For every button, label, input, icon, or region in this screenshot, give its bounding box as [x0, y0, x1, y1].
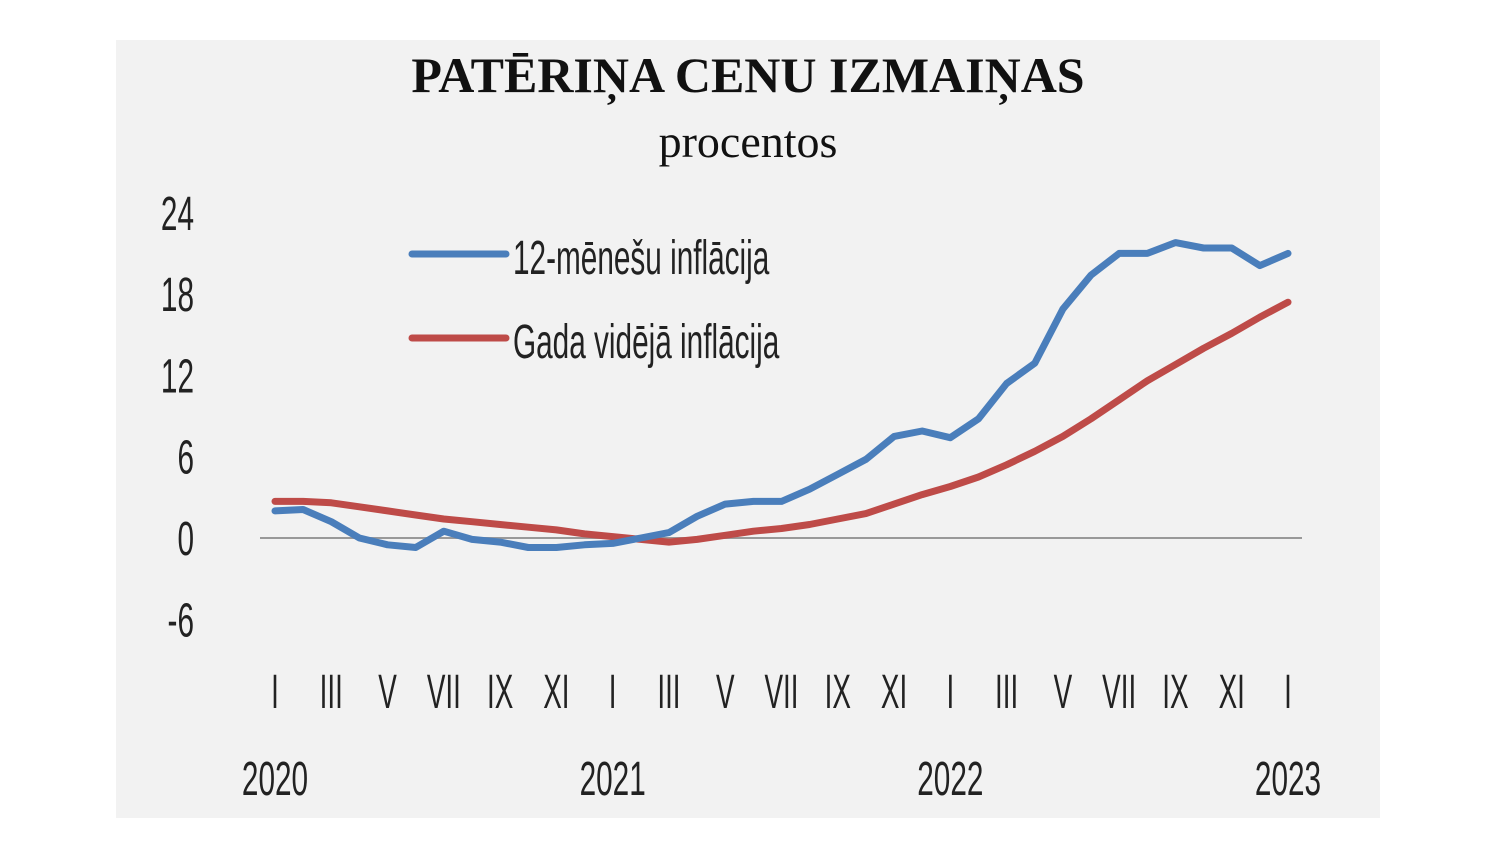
y-tick-label: 24 [161, 188, 194, 241]
y-tick-label: 12 [161, 350, 194, 403]
year-label: 2020 [242, 753, 308, 806]
y-tick-label: -6 [168, 594, 194, 647]
legend-label-1: Gada vidējā inflācija [513, 316, 780, 369]
x-tick-label: IX [825, 665, 851, 719]
x-tick-label: VII [764, 665, 798, 719]
x-tick-label: VII [427, 665, 461, 719]
year-label: 2021 [580, 753, 646, 806]
x-tick-label: III [995, 665, 1018, 719]
x-tick-label: XI [1219, 665, 1245, 719]
x-tick-label: XI [543, 665, 569, 719]
x-tick-label: XI [881, 665, 907, 719]
x-tick-label: V [378, 665, 397, 719]
x-tick-label: IX [1162, 665, 1188, 719]
x-tick-label: III [320, 665, 343, 719]
x-tick-label: III [657, 665, 680, 719]
year-label: 2022 [917, 753, 983, 806]
legend-label-0: 12-mēnešu inflācija [513, 232, 770, 285]
x-tick-label: I [946, 665, 954, 719]
x-tick-label: I [271, 665, 279, 719]
year-label: 2023 [1255, 753, 1321, 806]
chart-subtitle: procentos [659, 116, 838, 167]
x-tick-label: V [1054, 665, 1073, 719]
x-tick-label: VII [1102, 665, 1136, 719]
y-tick-label: 6 [177, 432, 194, 485]
x-tick-label: I [609, 665, 617, 719]
y-tick-label: 0 [177, 513, 194, 566]
series-line-0 [271, 239, 1292, 551]
chart-panel [116, 40, 1380, 818]
x-tick-label: V [716, 665, 735, 719]
x-tick-label: I [1284, 665, 1292, 719]
chart-title: PATĒRIŅA CENU IZMAIŅAS [411, 47, 1084, 106]
x-tick-label: IX [487, 665, 513, 719]
y-tick-label: 18 [161, 269, 194, 322]
